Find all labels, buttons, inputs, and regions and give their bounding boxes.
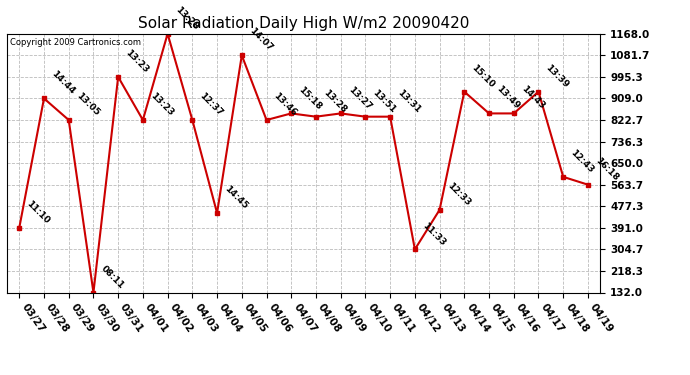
- Text: 12:43: 12:43: [569, 148, 595, 175]
- Title: Solar Radiation Daily High W/m2 20090420: Solar Radiation Daily High W/m2 20090420: [138, 16, 469, 31]
- Text: 15:10: 15:10: [470, 63, 496, 90]
- Text: 13:27: 13:27: [346, 85, 373, 111]
- Text: 14:43: 14:43: [520, 84, 546, 111]
- Text: 15:18: 15:18: [297, 85, 324, 111]
- Text: 13:28: 13:28: [173, 5, 200, 32]
- Text: 13:39: 13:39: [544, 63, 571, 90]
- Text: 13:05: 13:05: [75, 91, 101, 118]
- Text: 11:10: 11:10: [25, 199, 51, 226]
- Text: 13:46: 13:46: [272, 91, 299, 118]
- Text: 16:18: 16:18: [593, 156, 620, 183]
- Text: Copyright 2009 Cartronics.com: Copyright 2009 Cartronics.com: [10, 38, 141, 46]
- Text: 12:37: 12:37: [198, 91, 224, 118]
- Text: 13:23: 13:23: [148, 91, 175, 118]
- Text: 12:33: 12:33: [445, 181, 472, 208]
- Text: 08:11: 08:11: [99, 264, 126, 290]
- Text: 14:45: 14:45: [223, 184, 249, 211]
- Text: 13:28: 13:28: [322, 88, 348, 114]
- Text: 13:49: 13:49: [495, 84, 522, 111]
- Text: 13:31: 13:31: [395, 88, 422, 114]
- Text: 13:51: 13:51: [371, 88, 397, 114]
- Text: 14:44: 14:44: [50, 69, 77, 96]
- Text: 14:07: 14:07: [247, 27, 274, 53]
- Text: 13:23: 13:23: [124, 48, 150, 75]
- Text: 11:33: 11:33: [420, 220, 447, 247]
